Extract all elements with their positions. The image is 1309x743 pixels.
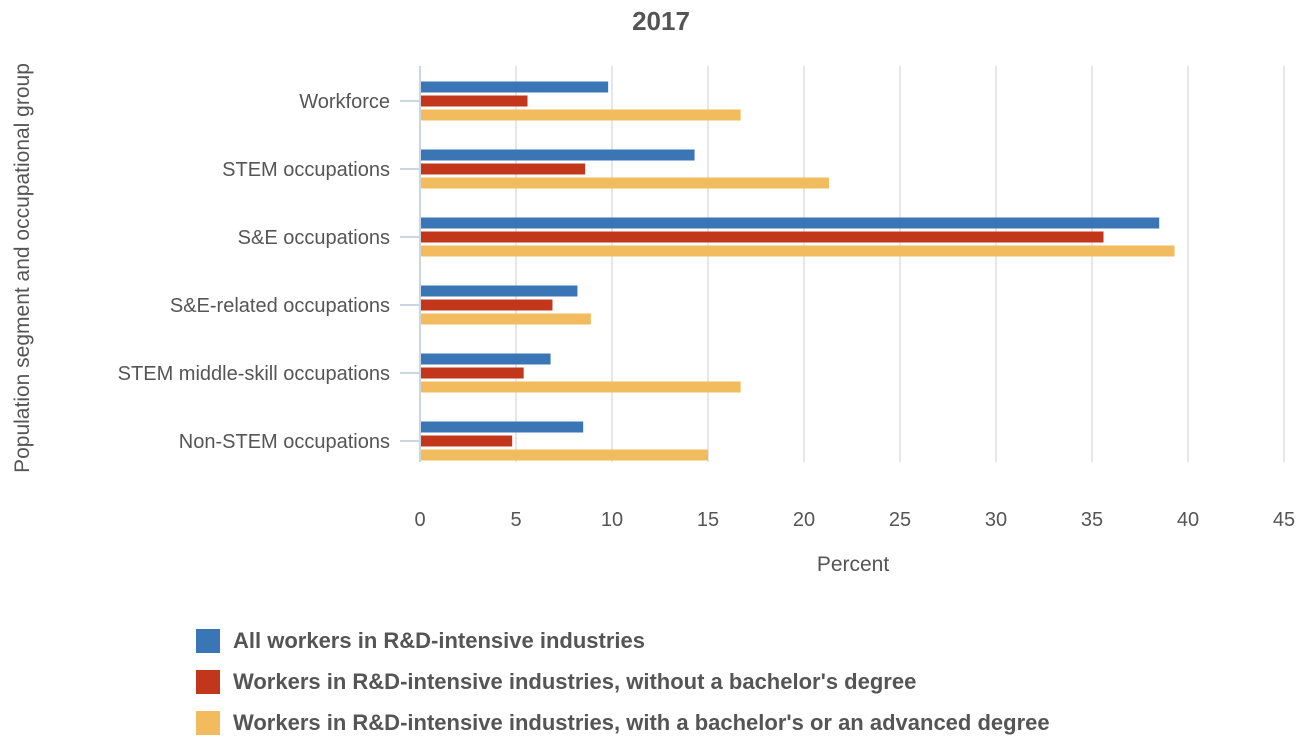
x-axis-title: Percent [817,553,890,576]
legend-item-with-bachelors-or-advanced: Workers in R&D-intensive industries, wit… [196,702,1050,743]
legend-label: Workers in R&D-intensive industries, wit… [233,668,917,694]
x-tick-label: 20 [793,509,815,531]
x-tick-label: 0 [414,509,425,531]
category-label: STEM middle-skill occupations [118,363,390,385]
x-tick-label: 30 [985,509,1007,531]
category-label: S&E-related occupations [170,295,390,317]
legend-item-all-workers: All workers in R&D-intensive industries [196,620,1050,661]
legend-swatch [196,669,220,694]
legend-label: All workers in R&D-intensive industries [233,627,645,653]
bar [421,421,584,433]
bar [421,299,553,311]
bar [421,163,586,175]
bar [421,149,695,161]
x-tick-label: 35 [1081,509,1103,531]
x-tick-label: 25 [889,509,911,531]
bar [421,109,741,121]
legend: All workers in R&D-intensive industries … [196,620,1050,743]
bar [421,81,609,93]
bar [421,435,513,447]
y-axis-title: Population segment and occupational grou… [11,63,34,473]
category-label: Non-STEM occupations [179,431,390,453]
category-label: STEM occupations [222,159,390,181]
x-tick-labels: 0 5 10 15 20 25 30 35 40 45 [414,509,1295,531]
legend-swatch [196,628,220,653]
category-labels: Workforce STEM occupations S&E occupations… [118,91,390,453]
x-tick-label: 10 [601,509,623,531]
bar [421,367,524,379]
axes [400,66,421,462]
bar [421,313,591,325]
bar [421,245,1175,257]
category-label: S&E occupations [238,227,390,249]
bar [421,95,528,107]
legend-swatch [196,710,220,735]
bar [421,449,708,461]
x-tick-label: 15 [697,509,719,531]
bars [421,81,1175,461]
legend-label: Workers in R&D-intensive industries, wit… [233,709,1050,735]
bar [421,231,1104,243]
gridlines [515,66,1285,462]
x-tick-label: 45 [1273,509,1295,531]
legend-item-without-bachelors: Workers in R&D-intensive industries, wit… [196,661,1050,702]
x-tick-label: 40 [1177,509,1199,531]
bar [421,353,551,365]
chart-title: 2017 [632,6,690,36]
category-label: Workforce [299,91,390,113]
bar [421,177,829,189]
bar [421,381,741,393]
bar [421,285,578,297]
bar [421,217,1160,229]
x-tick-label: 5 [510,509,521,531]
